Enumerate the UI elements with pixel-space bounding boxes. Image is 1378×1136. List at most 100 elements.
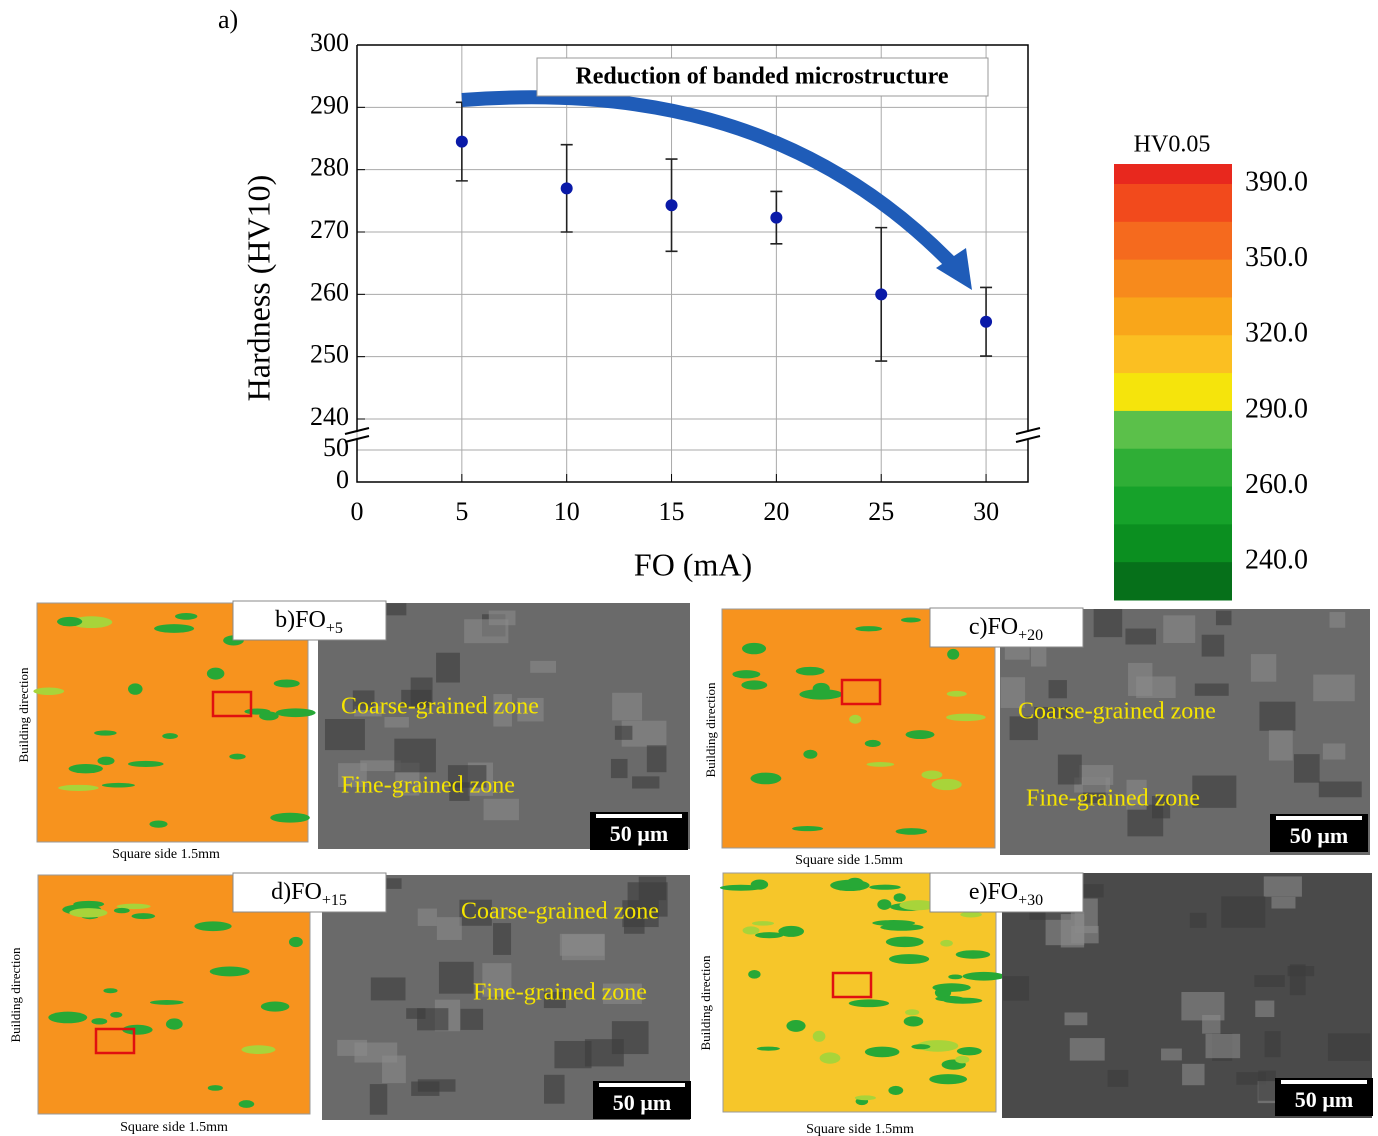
panel-label-box: [929, 607, 1084, 648]
map-blob: [869, 884, 901, 890]
grain: [1215, 610, 1232, 626]
data-point: [455, 135, 468, 148]
map-blob: [948, 974, 963, 980]
grain: [1069, 1038, 1105, 1061]
data-point: [875, 288, 888, 301]
colorbar-label: 350.0: [1245, 242, 1308, 273]
map-blob: [70, 616, 113, 629]
grain: [646, 745, 667, 773]
grain: [602, 983, 642, 1005]
trend-arrow: [461, 90, 955, 267]
zone-label: Fine-grained zone: [1026, 786, 1200, 812]
map-blob: [905, 730, 935, 740]
map-blob: [162, 733, 178, 740]
region-marker: [831, 971, 873, 999]
y-tick-label: 300: [310, 28, 349, 57]
colorbar-band: [1114, 410, 1232, 450]
map-blob: [931, 778, 962, 791]
grain: [1060, 914, 1085, 948]
map-blob: [795, 666, 825, 676]
map-blob: [799, 689, 843, 700]
chart-layer: 240 250 260 270 280 290 300 0 50 0 5 10 15 20 25 30: [310, 28, 1041, 526]
colorbar-band: [1114, 297, 1232, 336]
grain: [622, 900, 659, 928]
grain: [1264, 1031, 1281, 1058]
colorbar-band: [1114, 164, 1232, 185]
map-blob: [165, 1018, 183, 1030]
map-blob: [270, 812, 310, 823]
panel-label-text: b)FO: [275, 607, 326, 633]
data-point: [665, 199, 678, 212]
scale-bar-box: [590, 812, 688, 850]
map-blob: [103, 988, 118, 994]
map-blob: [888, 1085, 904, 1095]
map-blob: [207, 1085, 223, 1091]
panel-label-box: [232, 600, 387, 641]
grain: [354, 706, 382, 717]
grain: [1268, 730, 1293, 761]
map-blob: [893, 893, 906, 902]
grain: [337, 1039, 368, 1056]
grain: [1009, 716, 1038, 741]
grain: [1202, 1014, 1221, 1034]
x-tick-label: 25: [868, 497, 894, 526]
hardness-map: [36, 602, 309, 843]
map-blob: [905, 1009, 920, 1016]
grain: [1127, 804, 1164, 837]
map-blob: [900, 617, 921, 623]
map-blob: [241, 1045, 276, 1054]
grain: [1064, 1012, 1088, 1026]
building-direction: Building direction: [16, 667, 31, 762]
annotation: Reduction of banded microstructure: [575, 64, 948, 90]
map-blob: [935, 995, 964, 1002]
grain: [436, 917, 462, 940]
grain: [411, 1081, 440, 1096]
grain: [1000, 677, 1026, 708]
grain: [1255, 1000, 1275, 1018]
colorbar-band: [1114, 184, 1232, 223]
grain: [438, 961, 474, 994]
grain: [1057, 754, 1082, 785]
colorbar-band: [1114, 486, 1232, 525]
map-blob: [58, 784, 99, 791]
building-direction: Building direction: [703, 682, 718, 777]
grain: [1259, 701, 1296, 731]
scale-bar-box: [1270, 814, 1368, 852]
map-blob: [889, 954, 930, 965]
grain: [632, 776, 660, 789]
map-blob: [288, 936, 303, 948]
grain: [464, 619, 509, 644]
map-blob: [33, 687, 65, 695]
axis-break: [344, 427, 370, 443]
grain: [1163, 615, 1196, 643]
map-blob: [916, 1040, 959, 1052]
y-tick-label: 290: [310, 90, 349, 119]
hardness-map: [721, 608, 996, 849]
colorbar-label: 290.0: [1245, 393, 1308, 424]
map-blob: [68, 764, 103, 774]
map-blob: [921, 770, 943, 780]
building-direction: Building direction: [8, 947, 23, 1042]
zone-label: Coarse-grained zone: [341, 694, 539, 720]
map-blob: [127, 760, 164, 768]
grain: [493, 694, 512, 727]
colorbar-label: 240.0: [1245, 545, 1308, 576]
grain: [1313, 674, 1355, 702]
map-blob: [855, 626, 883, 632]
panel-label-box: [929, 872, 1084, 913]
map-blob: [206, 667, 225, 680]
map-blob: [741, 680, 768, 690]
grain: [1079, 765, 1114, 785]
grain: [1125, 628, 1157, 645]
scale-bar-label: 50 µm: [1290, 823, 1349, 848]
map-blob: [846, 877, 864, 889]
map-blob: [792, 826, 824, 832]
map-blob: [273, 679, 300, 688]
building-direction: Building direction: [698, 955, 713, 1050]
grain: [1221, 896, 1266, 928]
map-blob: [778, 925, 804, 937]
grain: [1318, 781, 1362, 798]
grain: [554, 1040, 592, 1069]
map-blob: [940, 939, 953, 947]
panel-label: a): [218, 5, 238, 34]
